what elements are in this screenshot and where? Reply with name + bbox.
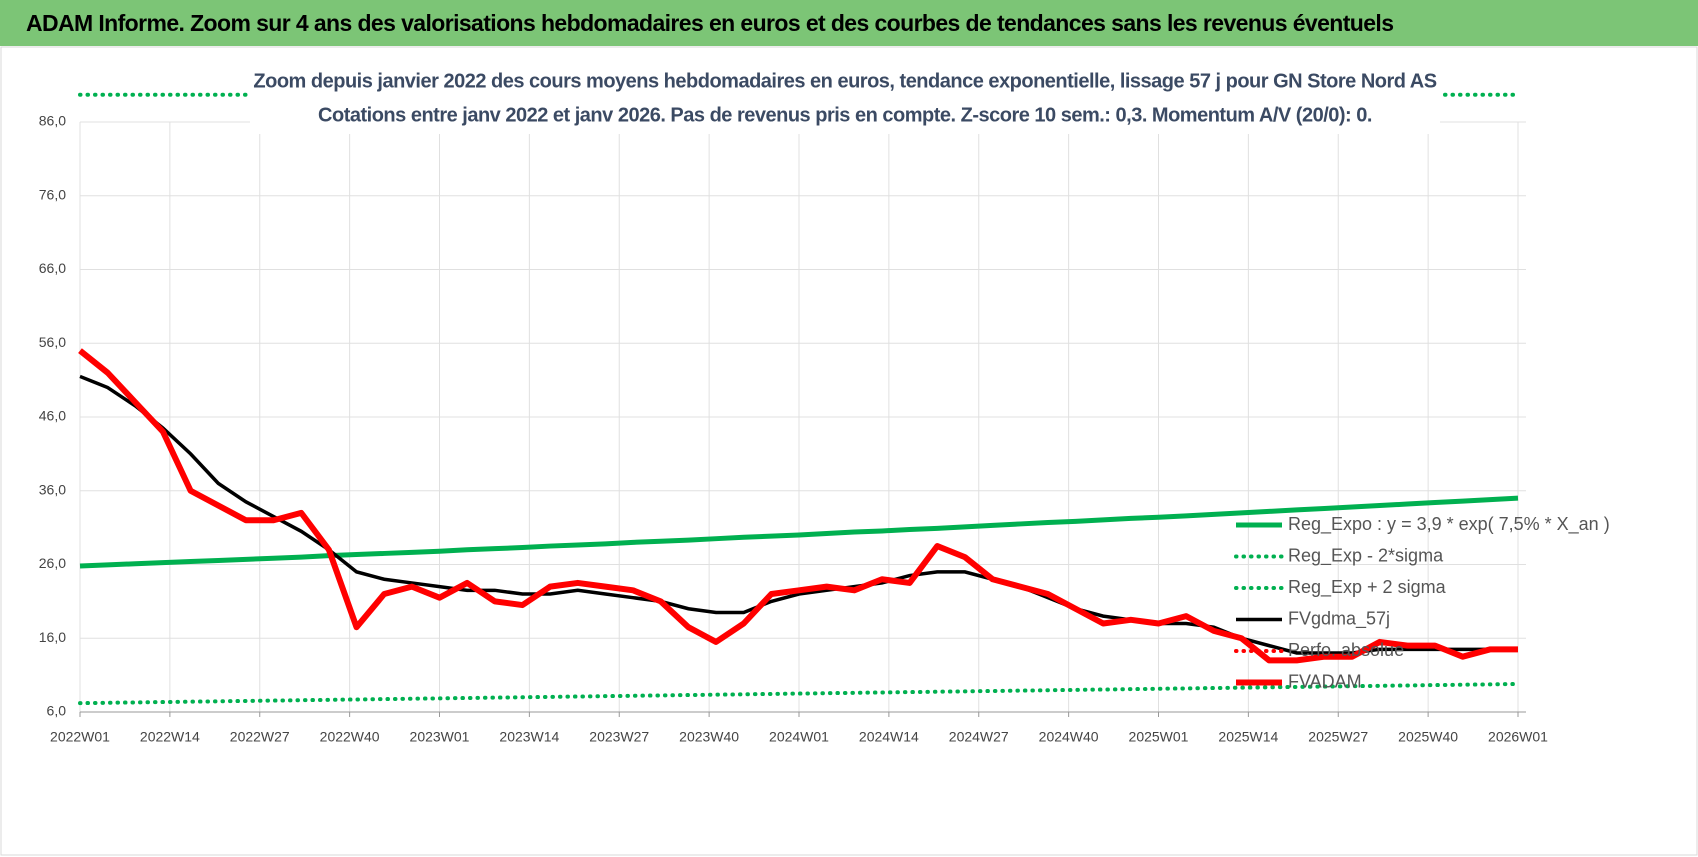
y-tick-label: 56,0 [39,334,66,350]
legend-label: Reg_Exp + 2 sigma [1288,577,1447,598]
chart-title: Zoom depuis janvier 2022 des cours moyen… [253,70,1436,92]
chart: Zoom depuis janvier 2022 des cours moyen… [0,46,1698,856]
x-tick-label: 2025W40 [1398,729,1458,745]
x-tick-label: 2023W14 [499,729,559,745]
x-tick-label: 2024W27 [949,729,1009,745]
legend-label: Reg_Exp - 2*sigma [1288,545,1444,566]
x-tick-label: 2024W14 [859,729,919,745]
x-tick-label: 2025W01 [1129,729,1189,745]
y-tick-label: 36,0 [39,481,66,497]
series-line [78,348,1518,664]
x-tick-label: 2026W01 [1488,729,1548,745]
x-tick-label: 2025W14 [1218,729,1278,745]
y-tick-label: 66,0 [39,260,66,276]
x-tick-label: 2024W01 [769,729,829,745]
x-tick-label: 2022W40 [320,729,380,745]
legend-label: Perfo. absolue [1288,640,1404,660]
x-tick-label: 2022W14 [140,729,200,745]
series-line [79,495,1519,569]
x-tick-label: 2023W27 [589,729,649,745]
y-tick-label: 86,0 [39,113,66,129]
series-line [78,681,1520,706]
legend-label: FVgdma_57j [1288,608,1390,629]
y-tick-label: 76,0 [39,186,66,202]
chart-border [0,46,1698,856]
x-tick-label: 2022W27 [230,729,290,745]
y-tick-label: 46,0 [39,408,66,424]
title-box [250,62,1440,134]
y-tick-label: 16,0 [39,629,66,645]
y-tick-label: 26,0 [39,555,66,571]
legend-label: FVADAM [1288,671,1362,691]
legend-label: Reg_Expo : y = 3,9 * exp( 7,5% * X_an ) [1288,514,1610,535]
y-tick-label: 6,0 [47,703,67,719]
x-tick-label: 2023W40 [679,729,739,745]
x-tick-label: 2025W27 [1308,729,1368,745]
x-tick-label: 2023W01 [410,729,470,745]
header-title: ADAM Informe. Zoom sur 4 ans des valoris… [0,0,1698,46]
x-tick-label: 2022W01 [50,729,110,745]
chart-subtitle: Cotations entre janv 2022 et janv 2026. … [318,104,1372,126]
series-line [79,374,1518,655]
x-tick-label: 2024W40 [1039,729,1099,745]
